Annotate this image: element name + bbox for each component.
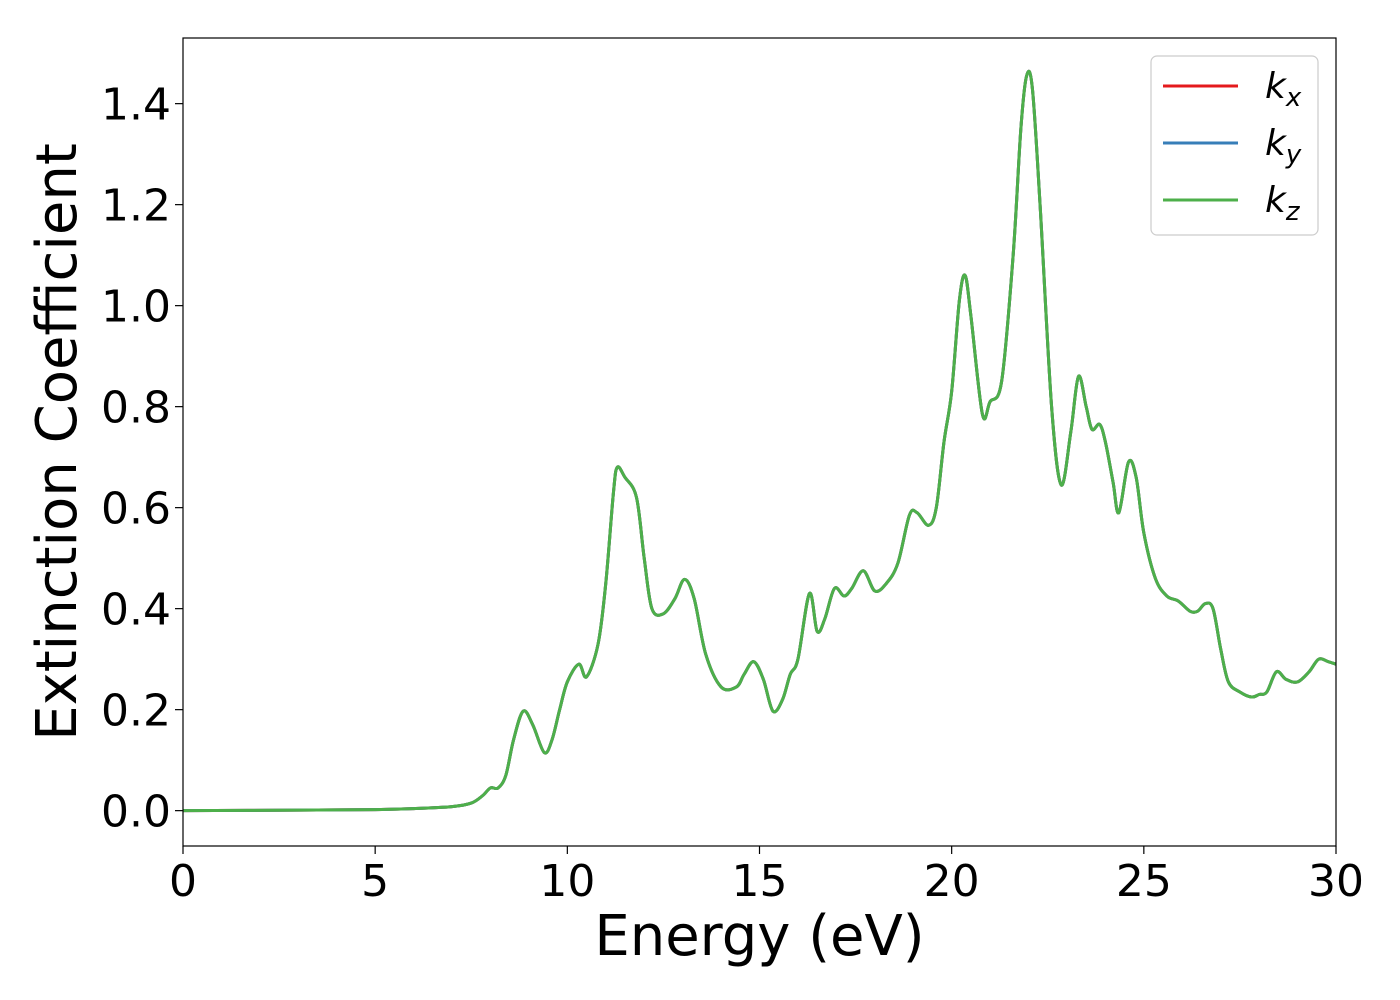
legend: kx ky kz xyxy=(1150,55,1319,236)
axis-ticks: 0 5 10 15 20 25 30 0.0 0.2 0.4 0.6 0.8 1.0 1.2 1.4 xyxy=(101,80,1364,907)
y-axis-label: Extinction Coefficient xyxy=(25,143,90,741)
y-tick-label: 0.2 xyxy=(101,686,171,737)
x-tick-label: 25 xyxy=(1116,856,1172,907)
x-tick-label: 10 xyxy=(539,856,595,907)
x-tick-label: 5 xyxy=(361,856,389,907)
plot-area xyxy=(183,69,1336,813)
x-tick-label: 30 xyxy=(1308,856,1364,907)
y-tick-label: 1.0 xyxy=(101,282,171,333)
x-axis-label: Energy (eV) xyxy=(594,904,924,969)
x-tick-label: 0 xyxy=(169,856,197,907)
x-tick-label: 15 xyxy=(732,856,788,907)
x-tick-label: 20 xyxy=(924,856,980,907)
legend-label-kx: kx xyxy=(1265,66,1302,113)
y-tick-label: 1.4 xyxy=(101,80,171,131)
y-tick-label: 0.8 xyxy=(101,383,171,434)
y-tick-label: 1.2 xyxy=(101,181,171,232)
legend-label-ky: ky xyxy=(1265,123,1302,170)
y-tick-label: 0.4 xyxy=(101,585,171,636)
y-tick-label: 0.0 xyxy=(101,787,171,838)
series-line-k-z xyxy=(183,69,1336,813)
y-tick-label: 0.6 xyxy=(101,484,171,535)
legend-label-kz: kz xyxy=(1265,180,1301,227)
legend-frame xyxy=(1150,55,1319,236)
